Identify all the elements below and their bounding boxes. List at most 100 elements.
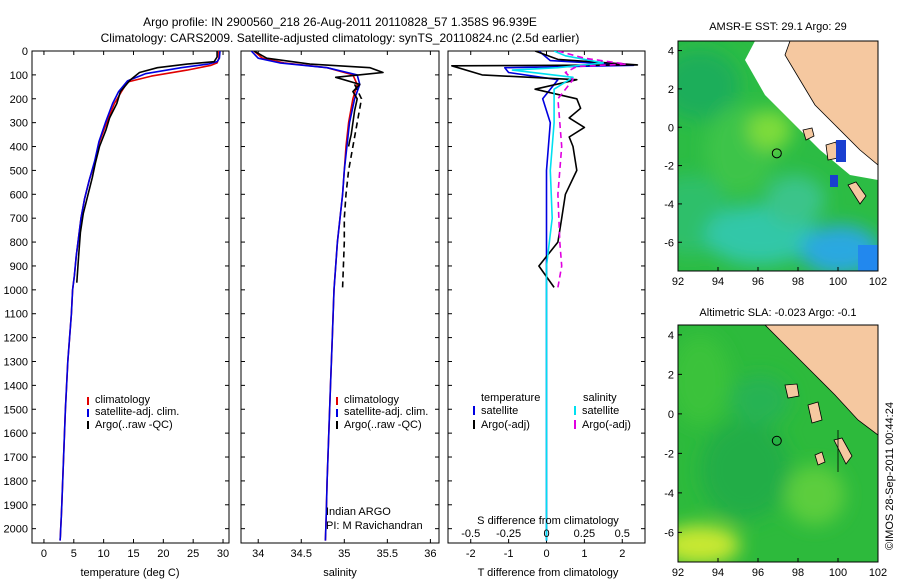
map-x-tick-label: 92 <box>672 567 684 579</box>
series-line-satellite-adj-clim- <box>59 51 221 541</box>
y-tick-label: 400 <box>10 142 28 154</box>
argo-location-marker <box>771 148 782 159</box>
sst-field-patches <box>678 50 878 271</box>
x-tick-label: 35.5 <box>377 548 398 560</box>
temperature-legend: climatology satellite-adj. clim. Argo(..… <box>87 394 179 431</box>
x2-tick-label: -0.25 <box>496 528 521 540</box>
imos-credit: ©IMOS 28-Sep-2011 00:44:24 <box>884 402 896 550</box>
salinity-y-ticks <box>241 50 439 530</box>
x-tick-label: 10 <box>98 548 110 560</box>
temperature-panel: 0100200300400500600700800900100011001200… <box>4 46 230 579</box>
map-y-tick-label: 2 <box>668 369 674 381</box>
y-tick-label: 500 <box>10 165 28 177</box>
salinity-xlabel: salinity <box>323 567 357 579</box>
x-tick-label: 0 <box>41 548 47 560</box>
difference-y-ticks <box>448 50 645 530</box>
legend-label-s-argo: Argo(-adj) <box>582 419 631 431</box>
y-tick-label: 1600 <box>4 428 28 440</box>
y-tick-label: 0 <box>22 46 28 58</box>
map-x-tick-label: 96 <box>752 276 764 288</box>
legend-label-satellite: satellite-adj. clim. <box>344 406 428 418</box>
difference-x-axis: -2 -1 0 1 2 <box>466 51 625 560</box>
salinity-panel: 34 34.5 35 35.5 36 salinity climatology sate… <box>240 50 440 579</box>
legend-label-argo: Argo(..raw -QC) <box>95 419 173 431</box>
y-tick-label: 1800 <box>4 476 28 488</box>
y-tick-label: 1200 <box>4 333 28 345</box>
y-tick-label: 900 <box>10 261 28 273</box>
legend-label-t-argo: Argo(-adj) <box>481 419 530 431</box>
y-tick-label: 200 <box>10 94 28 106</box>
map-x-tick-label: 102 <box>869 276 887 288</box>
series-line-satellite-adj-clim- <box>250 51 361 541</box>
map-x-tick-label: 96 <box>752 567 764 579</box>
sst-map-field <box>678 41 878 271</box>
sst-cool-patch <box>858 245 878 271</box>
x-tick-label: -2 <box>466 548 476 560</box>
x-tick-label: 36 <box>424 548 436 560</box>
y-tick-label: 800 <box>10 237 28 249</box>
annotation-pi: PI: M Ravichandran <box>326 520 423 532</box>
series-line-satellite <box>503 51 635 541</box>
x2-tick-label: -0.5 <box>461 528 480 540</box>
argo-location-marker <box>771 435 782 446</box>
y-tick-label: 600 <box>10 189 28 201</box>
y-tick-label: 2000 <box>4 524 28 536</box>
sumatra-land <box>764 325 878 436</box>
legend-heading-temperature: temperature <box>481 392 540 404</box>
x-tick-label: 35 <box>338 548 350 560</box>
series-line-climatology <box>253 51 359 541</box>
x-tick-label: 34.5 <box>291 548 312 560</box>
y-tick-label: 700 <box>10 213 28 225</box>
map-y-tick-label: 0 <box>668 122 674 134</box>
legend-label-s-satellite: satellite <box>582 405 619 417</box>
series-line-argo-raw-qc- <box>253 51 384 147</box>
sst-coastal-patch <box>836 140 846 162</box>
y-tick-label: 300 <box>10 118 28 130</box>
x-tick-label: 20 <box>157 548 169 560</box>
sla-map-axes: 92 94 96 98 100 102 4 2 0 -2 -4 -6 <box>664 330 887 579</box>
s-difference-label: S difference from climatology <box>477 515 619 527</box>
map-x-tick-label: 98 <box>792 276 804 288</box>
series-line-argo-adj- <box>450 51 639 288</box>
legend-label-argo: Argo(..raw -QC) <box>344 419 422 431</box>
series-line-satellite <box>511 51 605 541</box>
legend-label-t-satellite: satellite <box>481 405 518 417</box>
temperature-xlabel: temperature (deg C) <box>80 567 179 579</box>
legend-heading-salinity: salinity <box>583 392 617 404</box>
salinity-x-axis: 34 34.5 35 35.5 36 <box>252 51 437 560</box>
x-tick-label: 30 <box>217 548 229 560</box>
map-y-tick-label: -6 <box>664 527 674 539</box>
map-y-tick-label: -2 <box>664 448 674 460</box>
legend-label-climatology: climatology <box>344 394 400 406</box>
x-tick-label: 1 <box>581 548 587 560</box>
difference-series <box>450 51 639 541</box>
y-tick-label: 1900 <box>4 500 28 512</box>
s-difference-scale: -0.5 -0.25 0 0.25 0.5 <box>461 528 630 540</box>
difference-panel: -2 -1 0 1 2 S difference from climatology -0… <box>447 50 646 579</box>
map-x-tick-label: 94 <box>712 276 724 288</box>
x-tick-label: 25 <box>187 548 199 560</box>
sst-map-title: AMSR-E SST: 29.1 Argo: 29 <box>709 21 847 33</box>
sst-map-axes: 92 94 96 98 100 102 4 2 0 -2 -4 -6 <box>664 46 887 288</box>
y-tick-label: 1700 <box>4 452 28 464</box>
x2-tick-label: 0.5 <box>615 528 630 540</box>
map-y-tick-label: 0 <box>668 409 674 421</box>
map-y-tick-label: -4 <box>664 488 674 500</box>
figure-title-line1: Argo profile: IN 2900560_218 26-Aug-2011… <box>143 15 537 29</box>
map-y-tick-label: -6 <box>664 237 674 249</box>
x-tick-label: 5 <box>71 548 77 560</box>
map-x-tick-label: 100 <box>829 567 847 579</box>
legend-label-climatology: climatology <box>95 394 151 406</box>
map-y-tick-label: 4 <box>668 330 674 342</box>
series-line-argo-raw-qc- <box>341 84 363 288</box>
t-difference-xlabel: T difference from climatology <box>478 567 619 579</box>
series-line-argo-adj- <box>557 51 627 288</box>
x-tick-label: 15 <box>127 548 139 560</box>
legend-label-satellite: satellite-adj. clim. <box>95 406 179 418</box>
temperature-axes-frame <box>31 50 230 544</box>
difference-legend: temperature satellite Argo(-adj) salinit… <box>473 392 631 431</box>
map-x-tick-label: 98 <box>792 567 804 579</box>
x-tick-label: -1 <box>504 548 514 560</box>
islands <box>784 383 853 466</box>
